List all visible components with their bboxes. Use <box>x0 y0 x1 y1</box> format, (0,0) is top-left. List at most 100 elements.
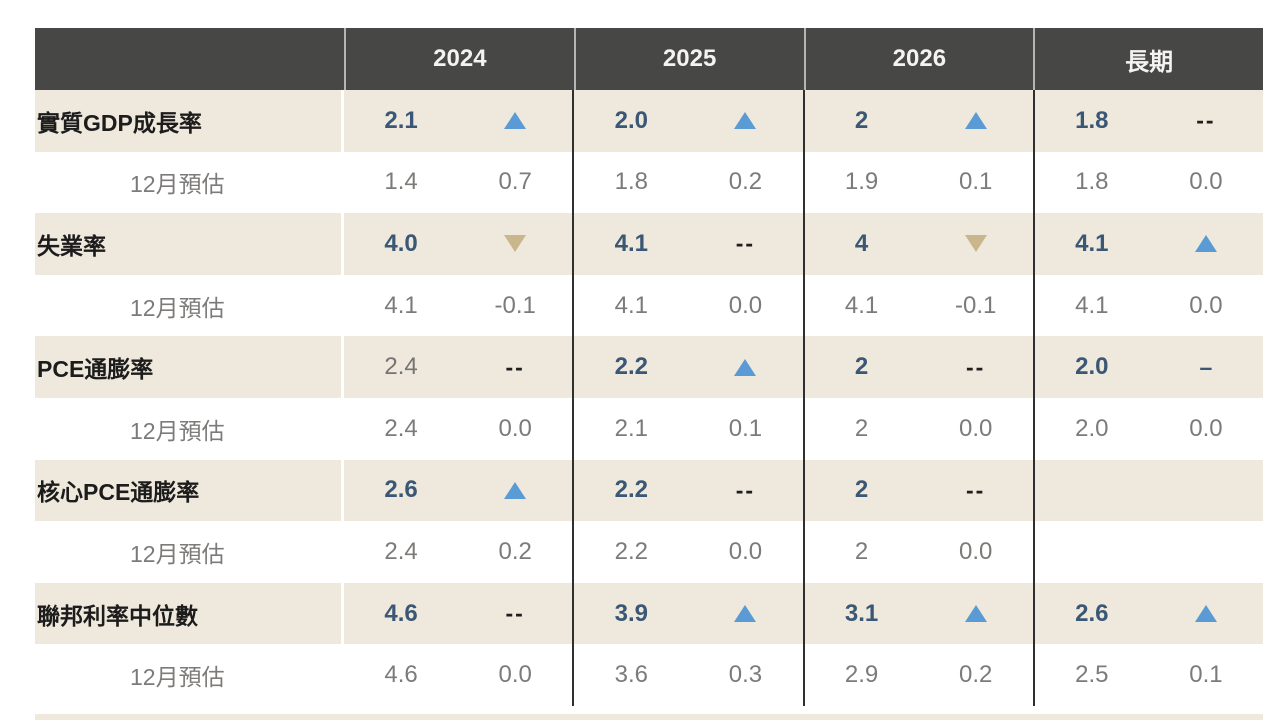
column-gap <box>341 397 344 460</box>
estimate-value-text: 2.2 <box>614 537 648 565</box>
change-indicator <box>458 90 572 152</box>
estimate-value: 2.4 <box>344 521 458 583</box>
value-cell: 2.2 -- <box>572 459 803 522</box>
projection-value: 2.6 <box>1035 583 1149 645</box>
projection-value-text: 2.2 <box>614 476 648 504</box>
estimate-label: 12月預估 <box>35 274 341 337</box>
change-indicator <box>688 90 802 152</box>
estimate-value: 2.9 <box>805 644 919 706</box>
estimate-value-text: 4.1 <box>1075 291 1109 319</box>
estimate-value-text: 2.1 <box>614 414 648 442</box>
indicator-label: 實質GDP成長率 <box>35 90 341 152</box>
estimate-change-text: 0.3 <box>728 661 763 689</box>
estimate-change: 0.0 <box>688 521 802 583</box>
estimate-change-text: 0.1 <box>959 168 993 196</box>
up-triangle-icon <box>964 605 987 623</box>
estimate-change-text: 0.0 <box>1189 291 1223 319</box>
estimate-value: 2 <box>805 521 919 583</box>
estimate-value-text: 1.8 <box>1075 168 1109 196</box>
projection-value: 4.6 <box>344 583 458 645</box>
projection-value: 3.9 <box>574 583 688 645</box>
projection-value: 2.2 <box>574 460 688 522</box>
estimate-cell: 2.5 0.1 <box>1032 644 1263 706</box>
value-cell: 2.6 <box>1032 582 1263 645</box>
value-cell: 2.4 -- <box>344 336 573 398</box>
change-indicator: -- <box>919 336 1033 398</box>
estimate-cell: 1.8 0.2 <box>572 151 803 214</box>
table-row: 失業率 4.0 4.1 -- 4 4.1 <box>35 213 1263 275</box>
estimate-value: 2 <box>805 398 919 460</box>
estimate-cell: 2 0.0 <box>802 397 1033 460</box>
change-indicator <box>688 583 802 645</box>
estimate-value-text: 4.1 <box>844 291 879 319</box>
estimate-change: 0.0 <box>1149 398 1263 460</box>
value-cell: 2.2 <box>572 336 803 398</box>
value-cell: 3.1 <box>802 582 1033 645</box>
projection-value-text: 2.6 <box>1075 599 1109 627</box>
projection-value: 2.0 <box>1035 336 1149 398</box>
projection-value: 4.1 <box>1035 213 1149 275</box>
projection-value-text: 3.1 <box>844 599 879 627</box>
indicator-label: 聯邦利率中位數 <box>35 582 341 645</box>
projection-value: 2 <box>805 336 919 398</box>
column-gap <box>341 644 344 706</box>
up-triangle-icon <box>734 112 757 130</box>
estimate-cell: 2.1 0.1 <box>572 397 803 460</box>
estimate-value-text: 1.4 <box>384 168 418 196</box>
estimate-value: 1.8 <box>574 152 688 214</box>
change-indicator: – <box>1149 336 1263 398</box>
estimate-change: 0.2 <box>688 152 802 214</box>
projection-value-text: 2.2 <box>614 353 648 381</box>
estimate-change-text: 0.2 <box>498 537 532 565</box>
up-triangle-icon <box>1194 605 1217 623</box>
up-triangle-icon <box>1194 235 1217 253</box>
projection-value-text: 4.6 <box>384 599 418 627</box>
projection-value-text: 2.0 <box>1075 353 1109 381</box>
estimate-change-text: 0.0 <box>728 291 763 319</box>
no-change-dash: -- <box>1196 107 1216 134</box>
estimate-change-text: -0.1 <box>494 291 536 319</box>
up-triangle-icon <box>734 605 757 623</box>
estimate-value-text: 2.0 <box>1075 414 1109 442</box>
estimate-row: 12月預估 4.1 -0.1 4.1 0.0 4.1 -0.1 4.1 0.0 <box>35 274 1263 337</box>
estimate-value: 4.6 <box>344 644 458 706</box>
estimate-row: 12月預估 2.4 0.2 2.2 0.0 2 0.0 <box>35 521 1263 583</box>
estimate-change-text: -0.1 <box>955 291 997 319</box>
indicator-label: 核心PCE通膨率 <box>35 459 341 522</box>
estimate-value: 1.9 <box>805 152 919 214</box>
estimate-cell: 4.1 0.0 <box>1032 274 1263 337</box>
estimate-row: 12月預估 4.6 0.0 3.6 0.3 2.9 0.2 2.5 0.1 <box>35 644 1263 706</box>
up-triangle-icon <box>734 358 757 376</box>
projection-value: 2.0 <box>574 90 688 152</box>
estimate-value: 2.0 <box>1035 398 1149 460</box>
no-change-dash: -- <box>735 476 756 503</box>
value-cell: 3.9 <box>572 582 803 645</box>
value-cell: 4.0 <box>344 213 573 275</box>
estimate-change-text: 0.0 <box>1189 168 1223 196</box>
header-cell-1: 2024 <box>344 28 574 90</box>
down-triangle-icon <box>964 235 987 253</box>
projection-value-text: 1.8 <box>1075 106 1109 134</box>
up-triangle-icon <box>964 112 987 130</box>
change-indicator <box>1149 213 1263 275</box>
change-indicator <box>919 583 1033 645</box>
column-gap <box>341 582 344 645</box>
estimate-change-text: 0.2 <box>959 661 993 689</box>
estimate-value: 1.4 <box>344 152 458 214</box>
estimate-cell: 4.6 0.0 <box>344 644 573 706</box>
projection-value: 2.6 <box>344 460 458 522</box>
estimate-change: 0.0 <box>1149 275 1263 337</box>
change-indicator <box>919 213 1033 275</box>
estimate-change-text: 0.0 <box>498 661 532 689</box>
estimate-cell: 2.4 0.2 <box>344 521 573 583</box>
estimate-change: 0.0 <box>1149 152 1263 214</box>
value-cell: 2.1 <box>344 90 573 152</box>
projection-value-text: 4.1 <box>1075 229 1109 257</box>
no-change-dash: -- <box>966 476 986 503</box>
estimate-change-text: 0.2 <box>728 168 763 196</box>
value-cell <box>1032 459 1263 522</box>
estimate-cell: 1.8 0.0 <box>1032 151 1263 214</box>
estimate-value: 4.1 <box>344 275 458 337</box>
change-indicator <box>919 90 1033 152</box>
projection-value: 2.2 <box>574 336 688 398</box>
